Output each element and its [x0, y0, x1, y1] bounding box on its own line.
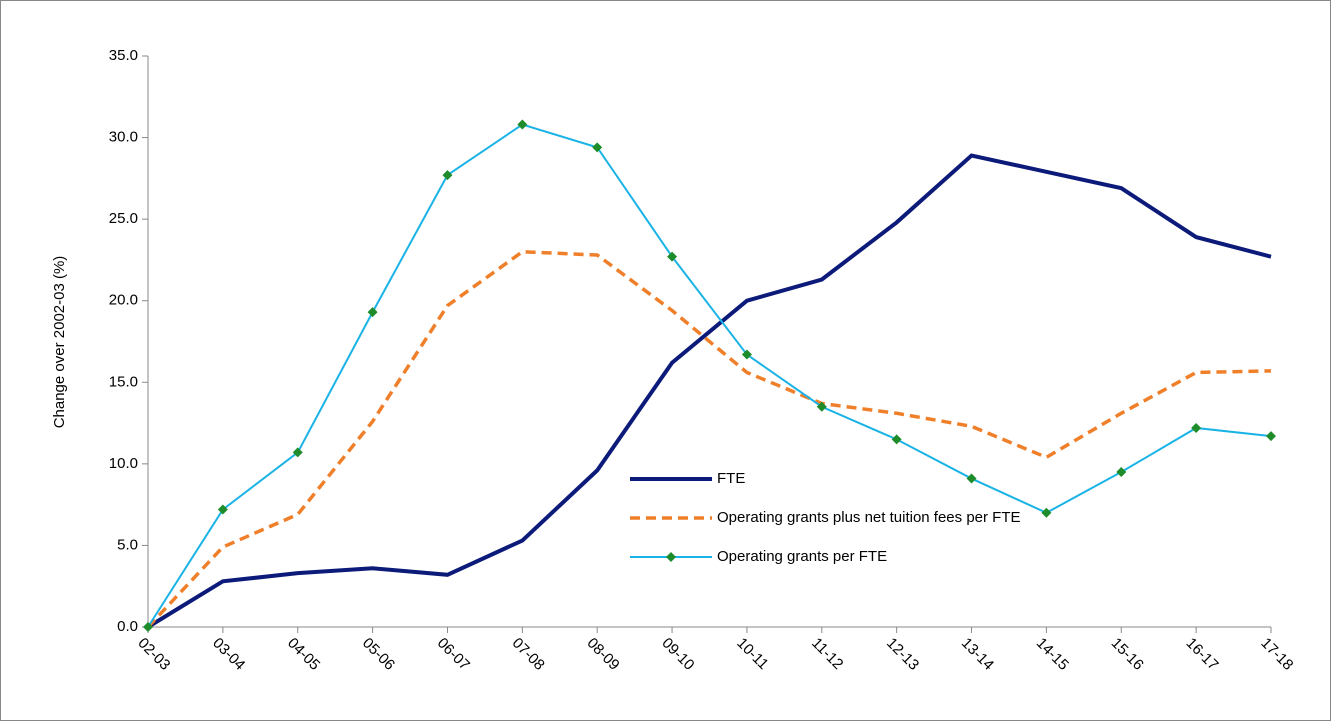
series-marker	[592, 142, 603, 153]
y-tick-label: 10.0	[109, 455, 138, 472]
series-line	[146, 153, 1272, 629]
y-tick-label: 25.0	[109, 210, 138, 227]
series-marker	[217, 504, 228, 515]
series-line	[146, 249, 1272, 629]
series-marker	[517, 119, 528, 130]
legend-label: Operating grants plus net tuition fees p…	[717, 509, 1021, 526]
series-marker	[741, 349, 752, 360]
series-marker	[1191, 422, 1202, 433]
legend-label: Operating grants per FTE	[717, 548, 887, 565]
legend-label: FTE	[717, 470, 745, 487]
series-marker	[1116, 467, 1127, 478]
y-tick-label: 35.0	[109, 47, 138, 64]
series-marker	[367, 307, 378, 318]
y-axis-label: Change over 2002-03 (%)	[51, 256, 68, 429]
series-marker	[1041, 507, 1052, 518]
series-marker	[891, 434, 902, 445]
y-tick-label: 30.0	[109, 129, 138, 146]
y-tick-label: 5.0	[117, 536, 138, 553]
series-marker	[143, 622, 153, 632]
y-tick-label: 15.0	[109, 373, 138, 390]
y-tick-label: 0.0	[117, 618, 138, 635]
series-marker	[816, 401, 827, 412]
series-marker	[966, 473, 977, 484]
series-marker	[1266, 431, 1276, 442]
series-marker	[442, 170, 453, 181]
series-marker	[292, 447, 303, 458]
series-marker	[667, 251, 678, 262]
legend-marker	[666, 552, 676, 562]
series-line	[147, 123, 1272, 628]
y-tick-label: 20.0	[109, 292, 138, 309]
